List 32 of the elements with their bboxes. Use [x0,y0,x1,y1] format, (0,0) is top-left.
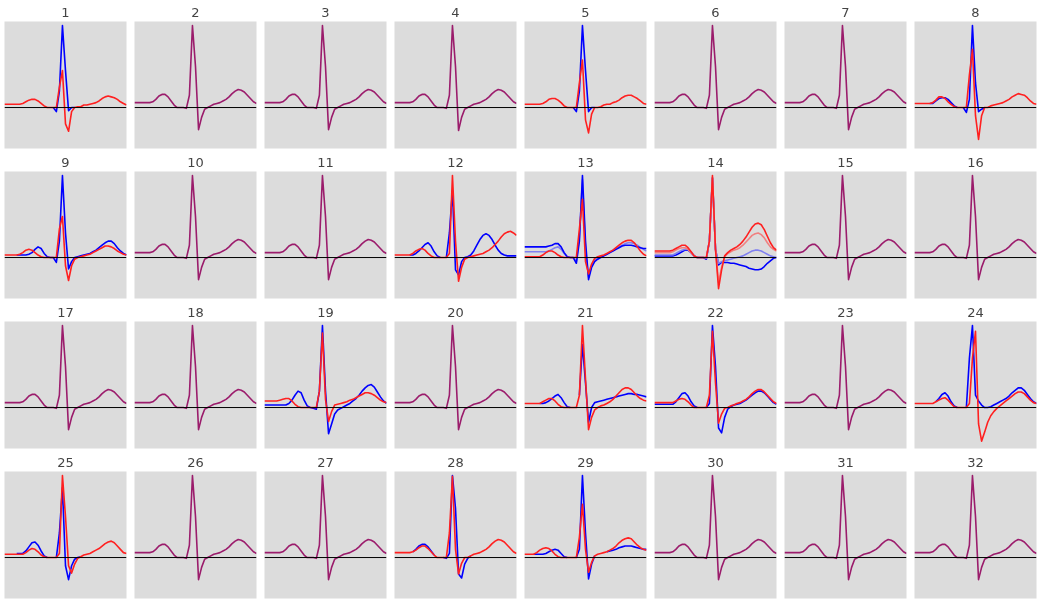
chart-title: 24 [967,304,984,320]
chart-title: 23 [837,304,854,320]
chart-title: 30 [707,454,724,470]
chart-title: 2 [191,4,200,20]
chart-title: 10 [187,154,204,170]
chart-title: 5 [581,4,590,20]
chart-title: 4 [451,4,460,20]
chart-title: 1 [61,4,70,20]
chart-title: 19 [317,304,334,320]
chart-title: 26 [187,454,204,470]
chart-title: 32 [967,454,984,470]
chart-title: 8 [971,4,980,20]
chart-title: 29 [577,454,594,470]
chart-title: 15 [837,154,854,170]
chart-title: 25 [57,454,74,470]
chart-title: 14 [707,154,724,170]
chart-title: 17 [57,304,74,320]
chart-title: 31 [837,454,854,470]
chart-title: 6 [711,4,720,20]
chart-title: 18 [187,304,204,320]
chart-title: 16 [967,154,984,170]
chart-title: 28 [447,454,464,470]
chart-title: 21 [577,304,594,320]
chart-title: 11 [317,154,334,170]
chart-title: 3 [321,4,330,20]
chart-title: 20 [447,304,464,320]
chart-title: 7 [841,4,850,20]
chart-title: 13 [577,154,594,170]
chart-title: 12 [447,154,464,170]
chart-title: 27 [317,454,334,470]
chart-title: 22 [707,304,724,320]
chart-title: 9 [61,154,70,170]
